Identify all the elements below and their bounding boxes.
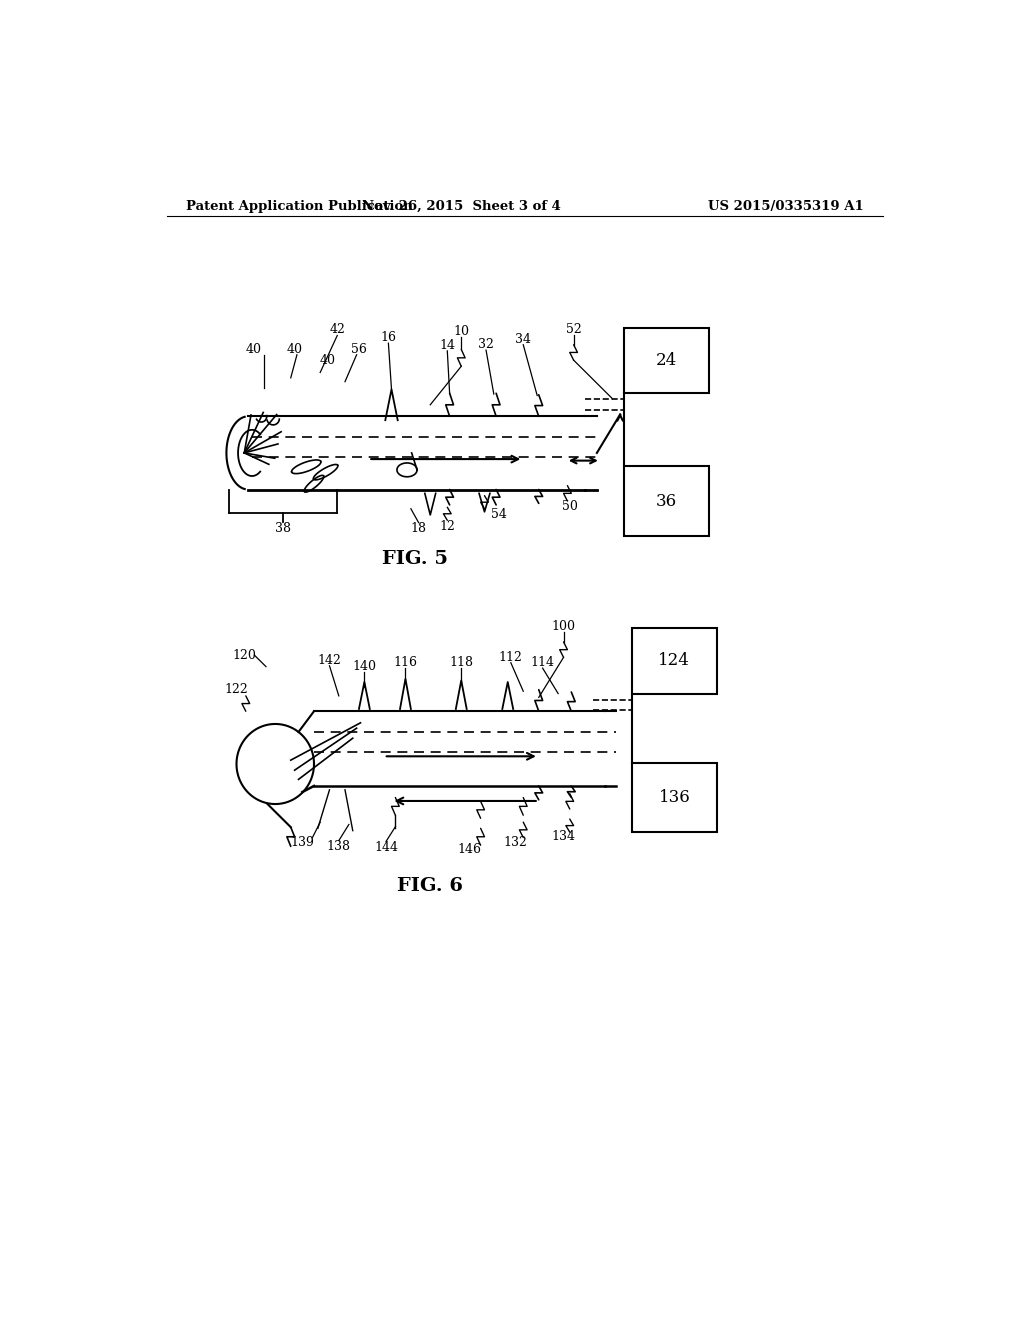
Text: 40: 40 [246, 343, 261, 356]
Text: 138: 138 [327, 841, 351, 853]
Text: 24: 24 [656, 352, 677, 370]
Text: 42: 42 [330, 323, 345, 335]
Text: 16: 16 [380, 331, 396, 345]
Text: 144: 144 [374, 841, 398, 854]
Text: 114: 114 [530, 656, 555, 669]
Text: 122: 122 [224, 684, 249, 696]
Text: 54: 54 [490, 508, 507, 520]
Text: 112: 112 [499, 651, 523, 664]
Text: 50: 50 [562, 500, 578, 513]
Bar [632, 628, 717, 693]
Text: US 2015/0335319 A1: US 2015/0335319 A1 [709, 199, 864, 213]
Text: 118: 118 [450, 656, 473, 669]
Text: Patent Application Publication: Patent Application Publication [186, 199, 413, 213]
Text: 14: 14 [439, 339, 456, 352]
Text: 10: 10 [454, 325, 469, 338]
Text: 40: 40 [287, 343, 303, 356]
Text: 32: 32 [478, 338, 494, 351]
Text: 18: 18 [411, 521, 427, 535]
Text: 56: 56 [351, 343, 367, 356]
Text: Nov. 26, 2015  Sheet 3 of 4: Nov. 26, 2015 Sheet 3 of 4 [361, 199, 561, 213]
Text: 136: 136 [658, 789, 690, 807]
Text: 38: 38 [275, 521, 291, 535]
Text: 36: 36 [656, 492, 677, 510]
Text: 142: 142 [317, 653, 341, 667]
Bar [624, 327, 710, 393]
Text: FIG. 6: FIG. 6 [397, 876, 463, 895]
Text: FIG. 5: FIG. 5 [382, 550, 447, 568]
Text: 140: 140 [352, 660, 377, 673]
Text: 52: 52 [565, 323, 582, 335]
Text: 40: 40 [319, 354, 336, 367]
Text: 12: 12 [439, 520, 456, 533]
Text: 34: 34 [515, 333, 531, 346]
Text: 146: 146 [457, 843, 481, 857]
Text: 139: 139 [291, 836, 314, 849]
Text: 124: 124 [658, 652, 690, 669]
Bar [624, 466, 710, 536]
Text: 116: 116 [393, 656, 418, 669]
Text: 134: 134 [552, 829, 575, 842]
Text: 100: 100 [552, 620, 575, 634]
Text: 132: 132 [504, 836, 527, 849]
Text: 120: 120 [232, 648, 256, 661]
Bar [632, 763, 717, 832]
